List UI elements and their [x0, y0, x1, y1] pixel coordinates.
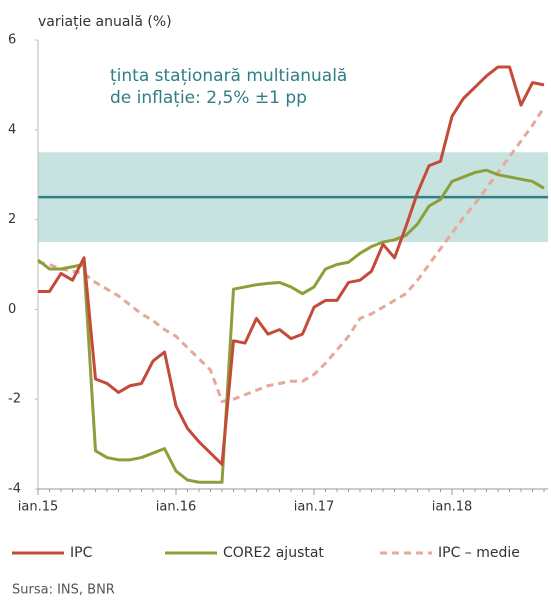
y-tick-label: 4 — [8, 122, 16, 137]
annotation: ținta staționară multianuală — [110, 66, 347, 86]
y-tick-label: 0 — [8, 302, 16, 317]
legend-label: CORE2 ajustat — [223, 545, 324, 561]
y-axis-label: variație anuală (%) — [38, 14, 172, 30]
annotation: de inflație: 2,5% ±1 pp — [110, 88, 307, 108]
x-tick-label: ian.18 — [432, 500, 473, 515]
series-line — [37, 168, 545, 484]
series-line — [38, 65, 545, 466]
y-tick-label: -4 — [8, 482, 21, 497]
legend-label: IPC – medie — [438, 545, 520, 561]
series-line — [37, 106, 546, 403]
x-tick-label: ian.16 — [156, 500, 197, 515]
y-tick-label: 2 — [8, 212, 16, 227]
source: Sursa: INS, BNR — [12, 583, 115, 598]
y-tick-label: -2 — [8, 392, 21, 407]
x-tick-label: ian.15 — [18, 500, 59, 515]
x-tick-label: ian.17 — [294, 500, 335, 515]
legend-label: IPC — [70, 545, 93, 561]
y-tick-label: 6 — [8, 33, 16, 48]
